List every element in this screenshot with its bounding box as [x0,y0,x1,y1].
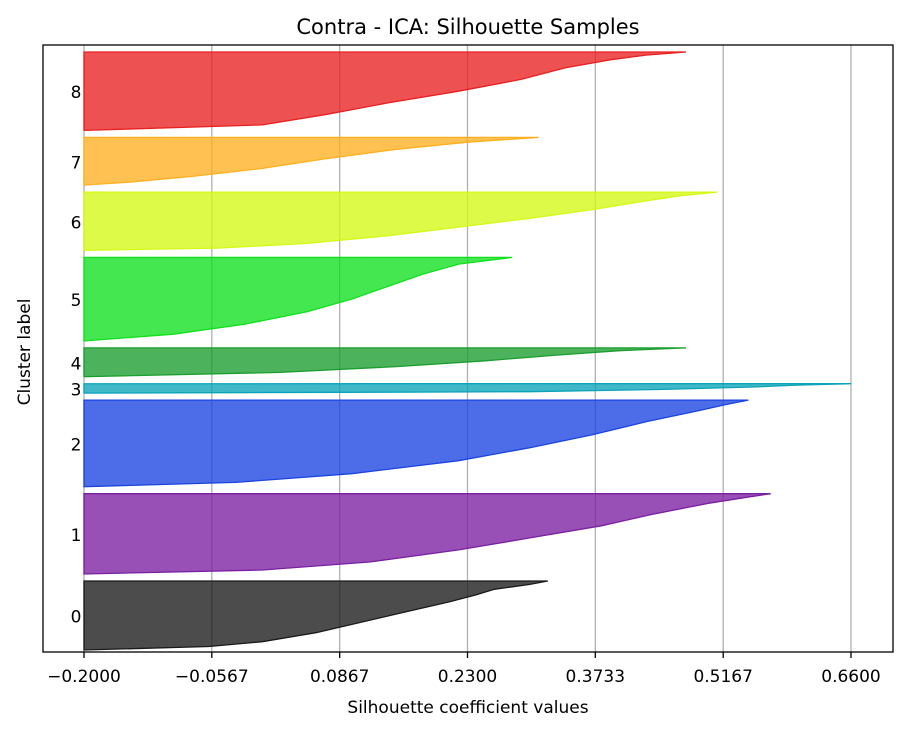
cluster-3-label: 3 [71,380,82,400]
x-tick-label: 0.2300 [438,667,497,687]
cluster-1-area [83,493,771,575]
cluster-2-area [83,399,749,488]
cluster-0-label: 0 [71,608,82,628]
cluster-4-area [83,347,687,378]
cluster-2-label: 2 [71,435,82,455]
x-tick-label: 0.6600 [821,667,880,687]
cluster-8-label: 8 [71,83,82,103]
cluster-7-label: 7 [71,153,82,173]
cluster-0-area [83,580,548,651]
cluster-6-label: 6 [71,213,82,233]
y-axis-cluster-labels: 0 1 2 3 4 5 6 7 8 [71,83,82,627]
cluster-3-area [83,383,852,394]
cluster-5-label: 5 [71,291,82,311]
cluster-6-area [83,191,718,252]
x-tick-label: 0.0867 [310,667,369,687]
x-tick-label: 0.3733 [566,667,625,687]
x-tick-label: −0.0567 [175,667,249,687]
x-axis-label: Silhouette coefficient values [347,698,588,718]
cluster-4-label: 4 [71,354,82,374]
cluster-areas [83,51,852,651]
y-axis-label: Cluster label [15,299,35,406]
cluster-8-area [83,51,687,132]
x-axis-ticks: −0.2000 −0.0567 0.0867 0.2300 0.3733 0.5167 0.… [47,652,881,687]
chart-title: Contra - ICA: Silhouette Samples [296,15,639,39]
x-tick-label: 0.5167 [693,667,752,687]
cluster-7-area [83,136,539,186]
cluster-5-area [83,256,513,342]
cluster-1-label: 1 [71,526,82,546]
x-tick-label: −0.2000 [47,667,121,687]
